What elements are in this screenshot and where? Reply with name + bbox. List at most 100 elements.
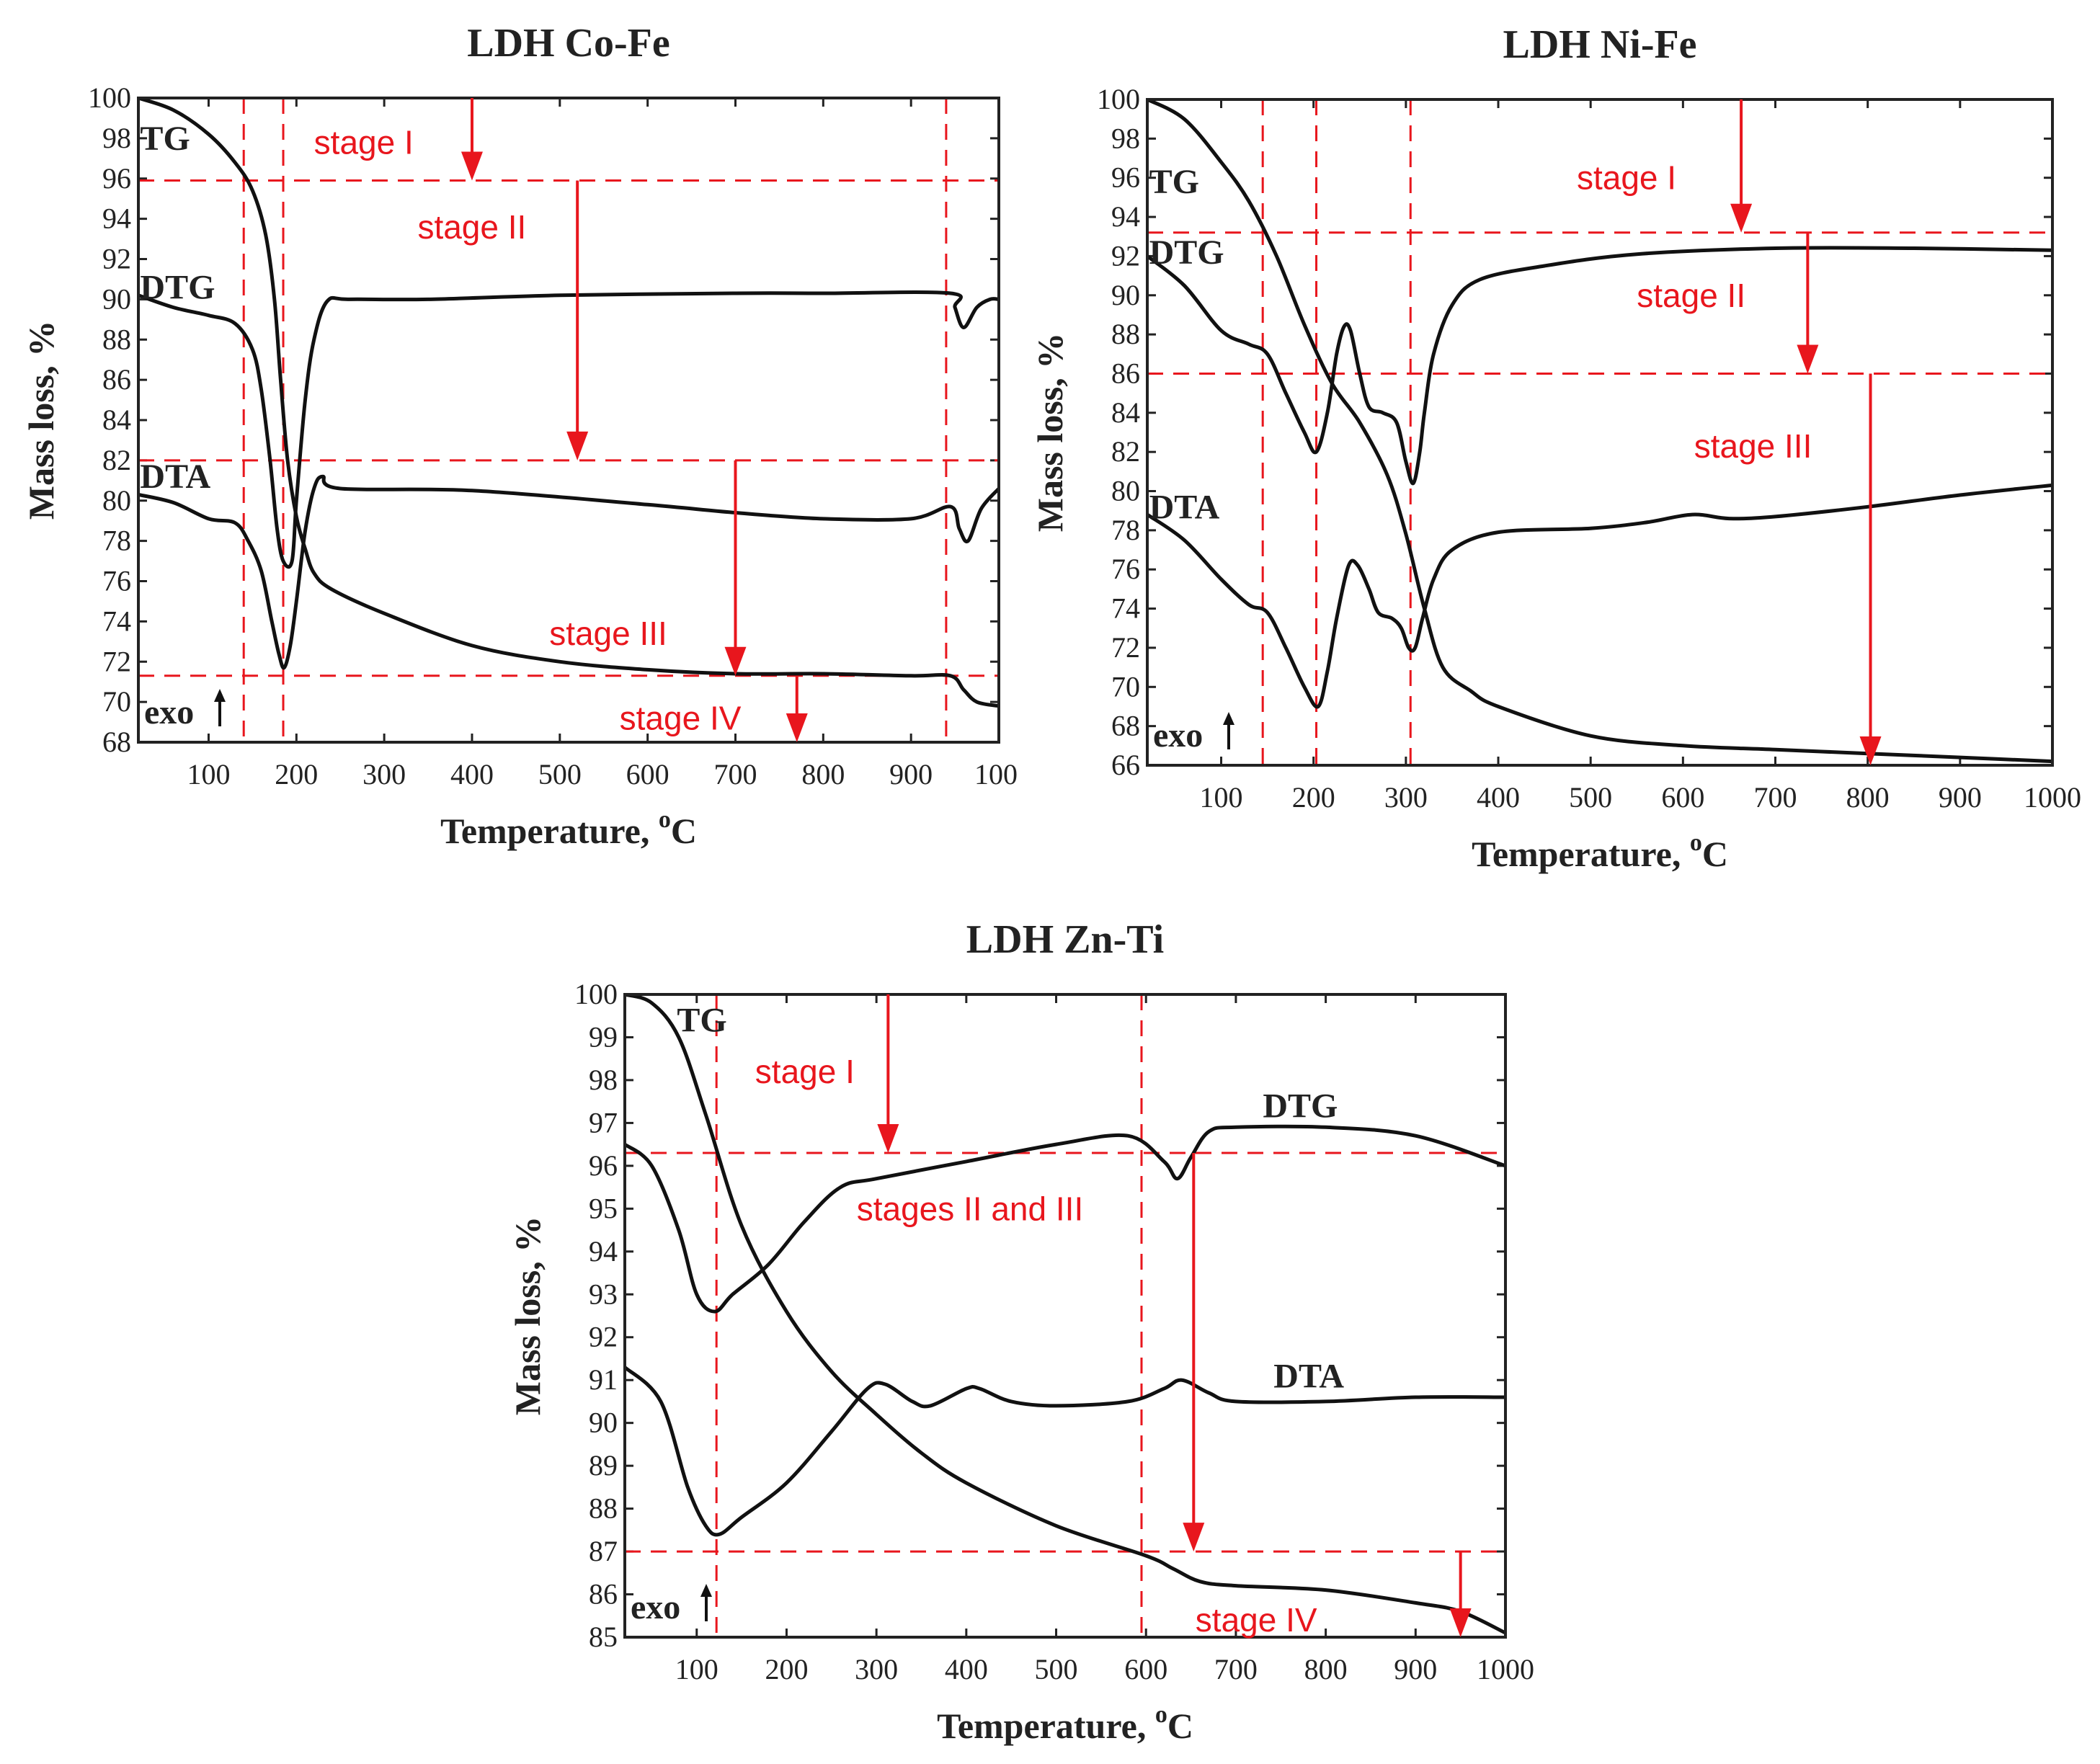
y-tick-label: 72 xyxy=(102,645,131,677)
y-tick-label: 84 xyxy=(102,404,131,436)
y-tick-label: 92 xyxy=(1111,239,1140,272)
stage-arrowhead xyxy=(1183,1523,1205,1552)
stage-label: stage III xyxy=(549,615,667,652)
series-line-dtg xyxy=(1147,246,2052,486)
stage-label: stage I xyxy=(1577,159,1676,197)
x-tick-label: 700 xyxy=(713,758,757,790)
guides xyxy=(625,994,1505,1637)
y-tick-label: 100 xyxy=(88,81,131,114)
x-tick-label: 800 xyxy=(1304,1653,1348,1685)
stage-label: stage I xyxy=(755,1053,855,1090)
x-tick-label: 200 xyxy=(1292,781,1335,814)
y-tick-label: 92 xyxy=(589,1321,618,1353)
stage-arrowhead xyxy=(1730,203,1753,233)
series-label-dta: DTA xyxy=(1149,488,1220,526)
y-tick-label: 80 xyxy=(102,484,131,517)
exo-label: exo xyxy=(1153,716,1203,754)
x-tick-label: 900 xyxy=(889,758,933,790)
y-tick-label: 74 xyxy=(1111,592,1140,625)
x-tick-label: 200 xyxy=(275,758,318,790)
guides xyxy=(138,98,999,742)
y-tick-label: 94 xyxy=(102,202,131,235)
series-line-dtg xyxy=(625,1124,1505,1314)
series-line-dtg xyxy=(138,290,999,569)
stage-label: stage IV xyxy=(620,699,742,736)
stage-arrowhead xyxy=(1859,736,1882,765)
series-line-dta xyxy=(625,1366,1505,1537)
curves xyxy=(625,994,1505,1635)
y-tick-label: 88 xyxy=(1111,318,1140,350)
series-label-tg: TG xyxy=(140,120,190,158)
series-label-tg: TG xyxy=(1149,163,1199,201)
y-tick-label: 85 xyxy=(589,1621,618,1653)
stage-label: stage II xyxy=(1637,277,1745,314)
y-tick-label: 100 xyxy=(1097,83,1140,115)
y-tick-label: 82 xyxy=(1111,435,1140,468)
chart-title: LDH Co-Fe xyxy=(467,21,670,66)
chart-3: LDH Zn-Ti 85 86 87 88 89 90 91 92 93 94 95 96 97 98 99 1… xyxy=(507,917,1534,1746)
y-tick-label: 96 xyxy=(1111,161,1140,194)
stage-label: stage IV xyxy=(1196,1601,1317,1639)
stage-arrowhead xyxy=(461,151,483,181)
x-tick-label: 500 xyxy=(538,758,582,790)
y-tick-label: 78 xyxy=(1111,514,1140,546)
chart-title: LDH Zn-Ti xyxy=(966,917,1164,962)
series-label-dta: DTA xyxy=(140,458,210,496)
exo-label: exo xyxy=(144,693,194,731)
stage-label: stage II xyxy=(417,208,526,246)
x-axis-title: Temperature, oC xyxy=(937,1701,1193,1746)
y-axis-title: Mass loss, % xyxy=(21,321,61,520)
x-axis-title: Temperature, oC xyxy=(440,806,697,851)
stage-label: stage III xyxy=(1694,427,1812,465)
stage-arrowhead xyxy=(786,713,808,742)
y-tick-label: 86 xyxy=(1111,357,1140,389)
x-tick-label: 700 xyxy=(1754,781,1797,814)
exo-arrowhead-icon xyxy=(1223,712,1234,725)
x-tick-label: 400 xyxy=(1477,781,1520,814)
x-tick-label: 100 xyxy=(675,1653,718,1685)
series-line-tg xyxy=(625,994,1505,1635)
y-tick-label: 66 xyxy=(1111,749,1140,781)
y-tick-label: 80 xyxy=(1111,475,1140,507)
x-tick-label: 400 xyxy=(450,758,494,790)
series-label-tg: TG xyxy=(677,1002,726,1040)
curves xyxy=(138,98,999,708)
y-tick-label: 94 xyxy=(1111,200,1140,233)
y-tick-label: 84 xyxy=(1111,396,1140,429)
plot-frame xyxy=(623,993,1507,1639)
y-tick-label: 70 xyxy=(102,685,131,718)
stage-arrowhead xyxy=(724,646,747,676)
exo-label: exo xyxy=(631,1588,680,1626)
y-tick-label: 68 xyxy=(102,726,131,758)
x-tick-label-last: 100 xyxy=(974,758,1018,790)
x-tick-label: 600 xyxy=(1124,1653,1167,1685)
x-tick-label: 800 xyxy=(801,758,845,790)
x-tick-label: 100 xyxy=(1200,781,1243,814)
y-tick-label: 93 xyxy=(589,1278,618,1310)
series-line-dta xyxy=(1147,483,2052,709)
stage-label: stages II and III xyxy=(857,1190,1084,1227)
x-tick-label: 600 xyxy=(626,758,669,790)
stage-arrowhead xyxy=(566,431,589,460)
y-tick-label: 72 xyxy=(1111,631,1140,664)
series-line-dta xyxy=(138,474,999,670)
y-axis-title: Mass loss, % xyxy=(1030,333,1070,532)
curves xyxy=(1147,99,2052,764)
stage-arrowhead xyxy=(877,1124,899,1154)
y-tick-label: 74 xyxy=(102,605,131,637)
x-tick-label: 300 xyxy=(362,758,406,790)
stage-arrowhead xyxy=(1797,344,1819,374)
y-tick-label: 96 xyxy=(589,1149,618,1182)
x-tick-label: 1000 xyxy=(1477,1653,1534,1685)
x-tick-label: 1000 xyxy=(2024,781,2081,814)
y-tick-label: 90 xyxy=(1111,279,1140,311)
y-tick-label: 88 xyxy=(102,323,131,355)
series-line-tg xyxy=(138,98,999,708)
x-tick-label: 800 xyxy=(1846,781,1890,814)
series-label-dtg: DTG xyxy=(1263,1087,1338,1126)
y-tick-label: 98 xyxy=(589,1064,618,1096)
chart-title: LDH Ni-Fe xyxy=(1503,22,1696,67)
plot-frame xyxy=(1146,98,2054,767)
x-axis-title: Temperature, oC xyxy=(1472,829,1728,874)
